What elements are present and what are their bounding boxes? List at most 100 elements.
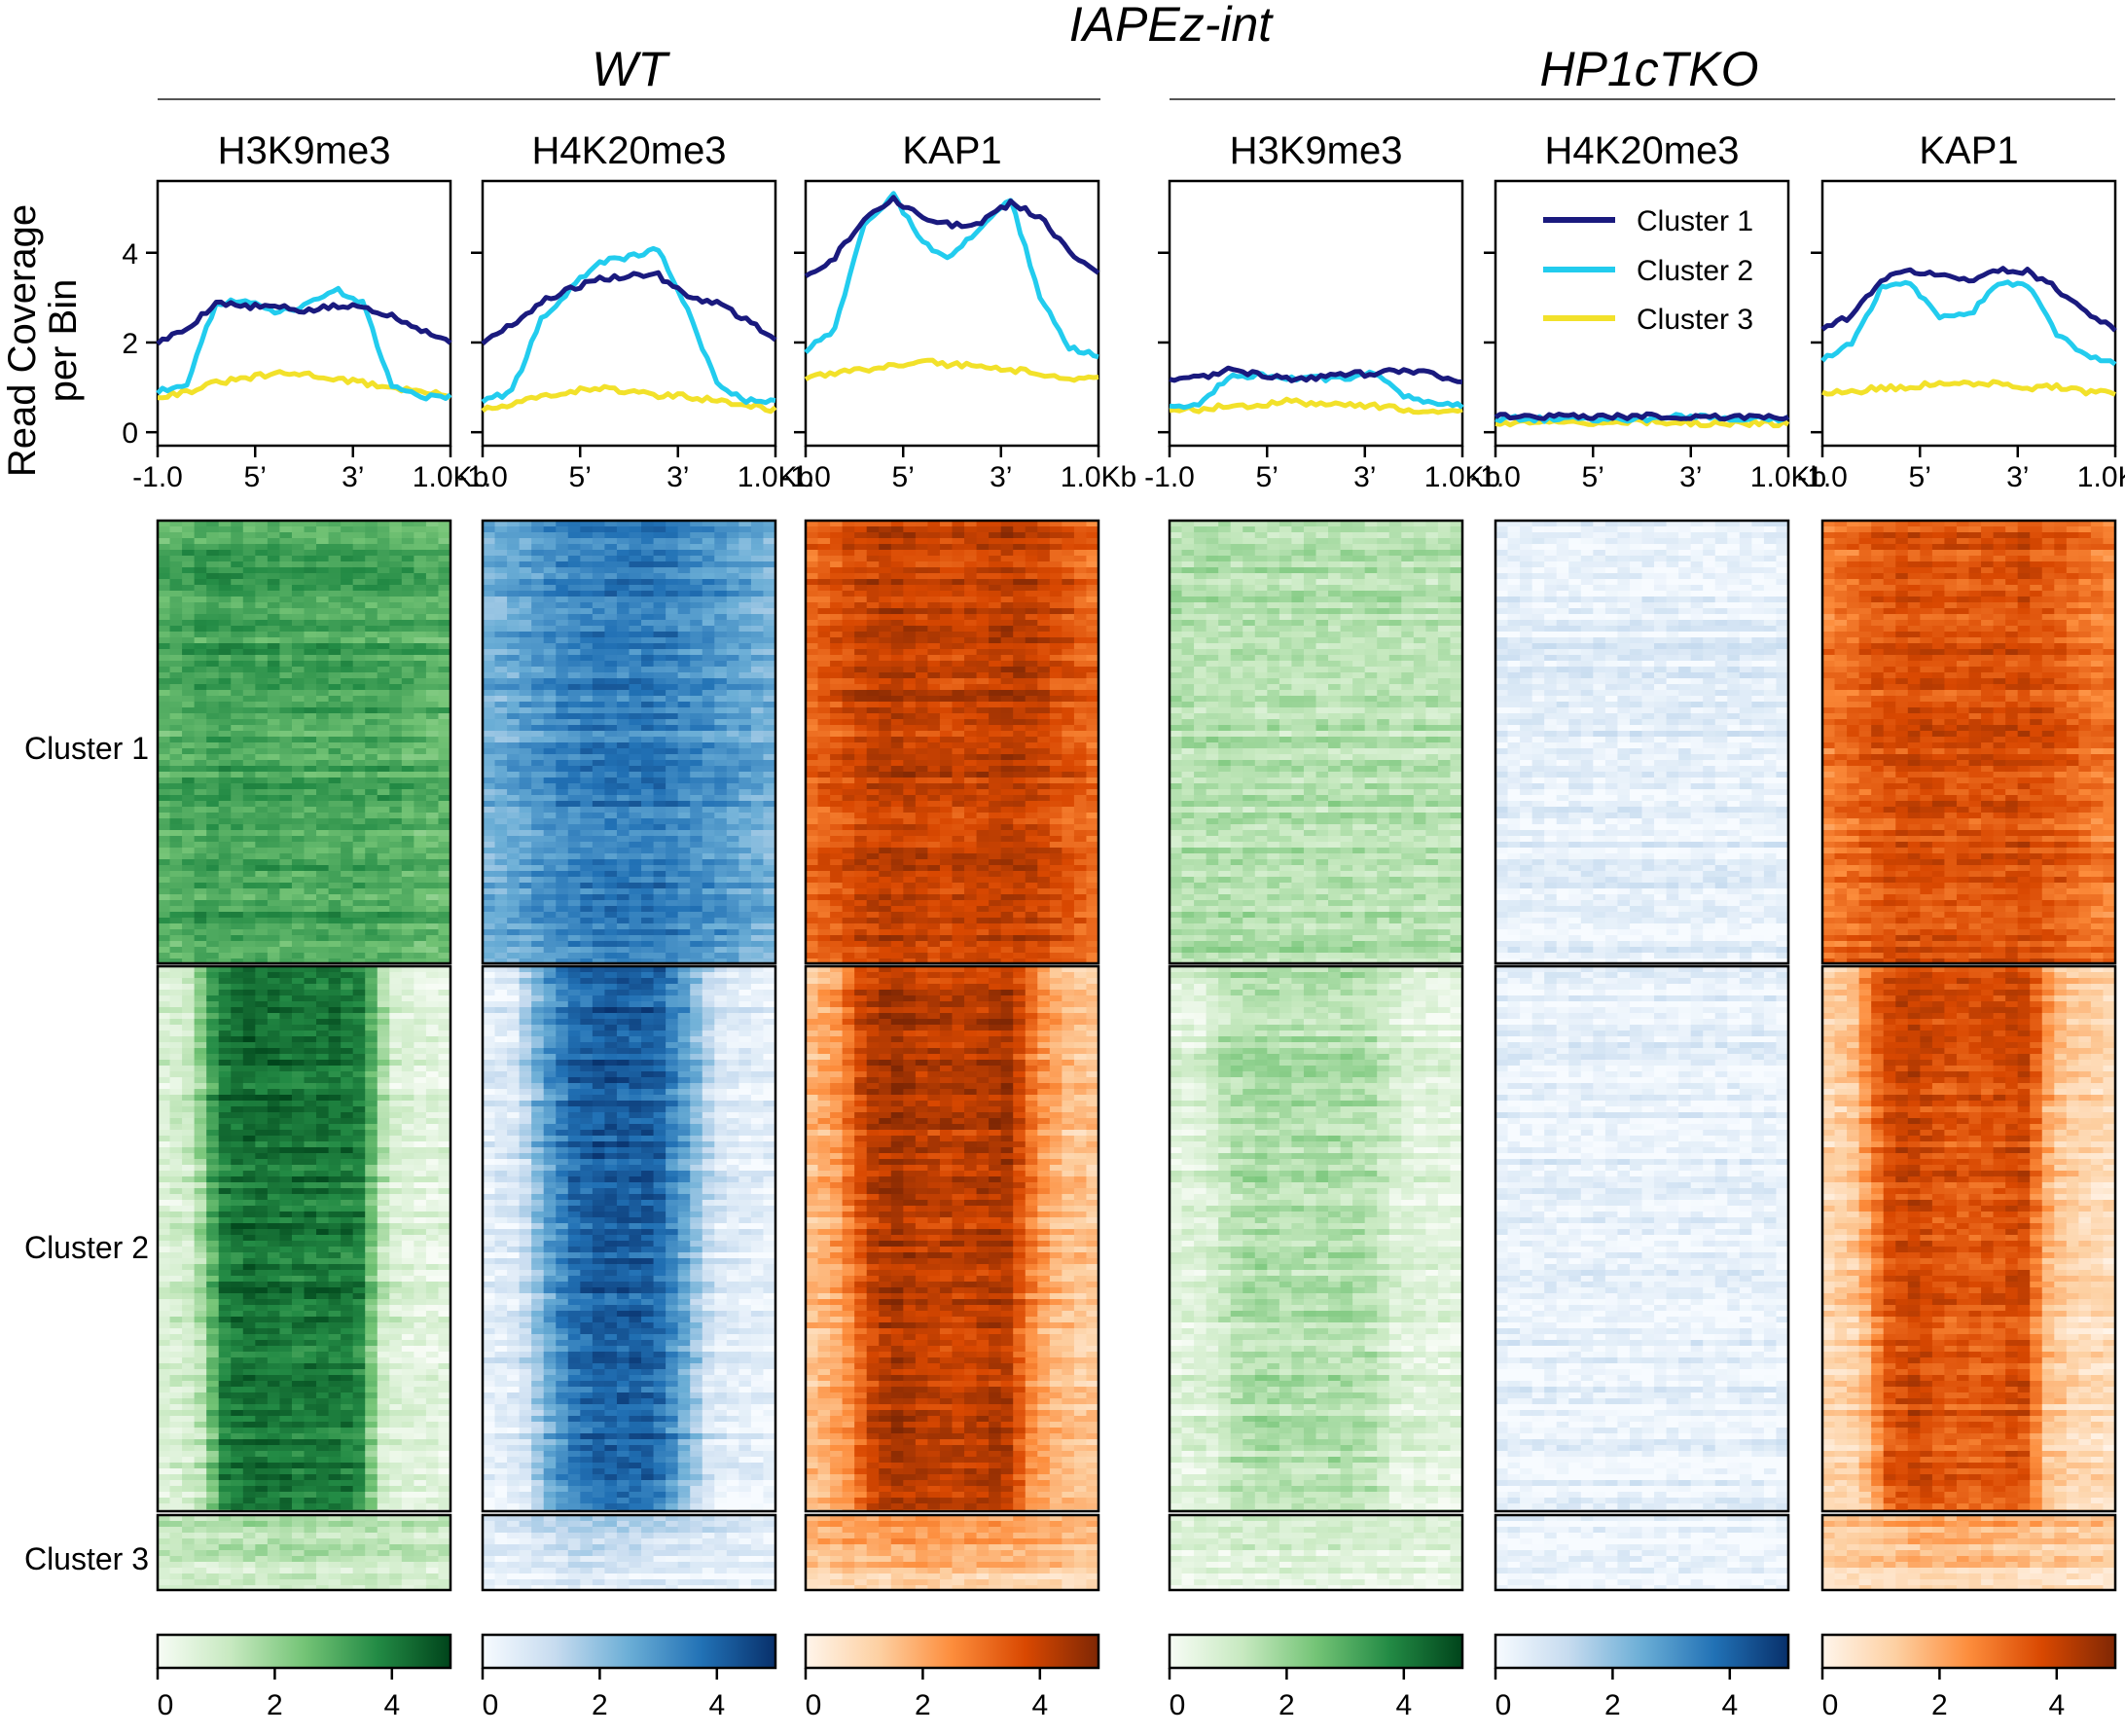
heatmap-cell xyxy=(304,655,317,662)
heatmap-cell xyxy=(352,1153,366,1160)
heatmap-cell xyxy=(763,585,776,592)
heatmap-cell xyxy=(279,1387,293,1393)
heatmap-cell xyxy=(279,1194,293,1201)
heatmap-cell xyxy=(352,556,366,562)
heatmap-cell xyxy=(194,672,207,679)
heatmap-cell xyxy=(267,1340,281,1347)
heatmap-cell xyxy=(158,1048,171,1055)
heatmap-cell xyxy=(438,894,451,901)
heatmap-cell xyxy=(316,1270,330,1277)
heatmap-cell xyxy=(182,1550,196,1557)
heatmap-cell xyxy=(267,579,281,586)
heatmap-cell xyxy=(365,696,378,703)
heatmap-cell xyxy=(218,1381,232,1388)
heatmap-cell xyxy=(414,1060,427,1067)
heatmap-cell xyxy=(206,824,220,831)
heatmap-cell xyxy=(341,1305,354,1312)
heatmap-cell xyxy=(158,643,171,650)
heatmap-cell xyxy=(328,888,342,895)
heatmap-cell xyxy=(169,1445,183,1452)
heatmap-cell xyxy=(414,935,427,942)
heatmap-cell xyxy=(438,637,451,644)
heatmap-cell xyxy=(389,585,403,592)
heatmap-cell xyxy=(401,1328,414,1335)
heatmap-cell xyxy=(267,1503,281,1510)
heatmap-cell xyxy=(267,1019,281,1026)
heatmap-cell xyxy=(365,958,378,964)
heatmap-cell xyxy=(242,842,256,849)
heatmap-cell xyxy=(690,521,703,527)
heatmap-cell xyxy=(231,550,244,557)
heatmap-cell xyxy=(438,995,451,1002)
heatmap-cell xyxy=(304,1066,317,1072)
heatmap-cell xyxy=(531,579,545,586)
heatmap-cell xyxy=(316,1357,330,1364)
heatmap-cell xyxy=(341,1153,354,1160)
heatmap-cell xyxy=(543,614,557,621)
heatmap-cell xyxy=(279,853,293,860)
heatmap-cell xyxy=(425,859,440,866)
heatmap-cell xyxy=(341,1194,354,1201)
heatmap-cell xyxy=(206,1200,220,1207)
heatmap-cell xyxy=(328,1492,342,1499)
heatmap-cell xyxy=(425,1235,440,1242)
heatmap-cell xyxy=(567,585,581,592)
heatmap-cell xyxy=(291,1463,306,1469)
heatmap-cell xyxy=(352,678,366,685)
heatmap-cell xyxy=(580,591,594,597)
heatmap-cell xyxy=(194,1416,207,1423)
heatmap-cell xyxy=(531,556,545,562)
heatmap-cell xyxy=(255,1229,269,1236)
heatmap-cell xyxy=(182,725,196,732)
heatmap-cell xyxy=(169,1328,183,1335)
heatmap-cell xyxy=(592,526,606,533)
heatmap-cell xyxy=(182,1375,196,1382)
heatmap-cell xyxy=(182,1568,196,1574)
heatmap-cell xyxy=(677,526,691,533)
heatmap-cell xyxy=(341,1241,354,1248)
heatmap-cell xyxy=(438,1287,451,1294)
heatmap-cell xyxy=(304,1264,317,1271)
heatmap-cell xyxy=(194,1276,207,1283)
heatmap-cell xyxy=(328,848,342,854)
heatmap-cell xyxy=(169,966,183,973)
heatmap-cell xyxy=(267,608,281,615)
heatmap-cell xyxy=(377,1422,390,1429)
heatmap-cell xyxy=(401,923,414,930)
heatmap-cell xyxy=(328,1293,342,1300)
heatmap-cell xyxy=(414,561,427,568)
heatmap-cell xyxy=(531,643,545,650)
heatmap-cell xyxy=(194,1521,207,1528)
heatmap-cell xyxy=(194,795,207,802)
heatmap-cell xyxy=(206,1176,220,1183)
heatmap-cell xyxy=(158,1398,171,1405)
heatmap-cell xyxy=(414,978,427,985)
heatmap-cell xyxy=(279,1270,293,1277)
heatmap-cell xyxy=(328,1474,342,1481)
heatmap-cell xyxy=(206,935,220,942)
heatmap-cell xyxy=(242,637,256,644)
heatmap-cell xyxy=(316,1153,330,1160)
heatmap-cell xyxy=(401,748,414,755)
heatmap-cell xyxy=(316,1305,330,1312)
heatmap-cell xyxy=(255,637,269,644)
heatmap-cell xyxy=(291,1328,306,1335)
heatmap-cell xyxy=(316,556,330,562)
heatmap-cell xyxy=(316,620,330,627)
heatmap-cell xyxy=(425,649,440,656)
heatmap-cell xyxy=(414,1270,427,1277)
heatmap-cell xyxy=(365,1124,378,1131)
heatmap-cell xyxy=(242,1480,256,1487)
heatmap-cell xyxy=(438,579,451,586)
heatmap-cell xyxy=(182,737,196,743)
heatmap-cell xyxy=(304,1083,317,1090)
heatmap-cell xyxy=(414,1538,427,1545)
heatmap-cell xyxy=(304,702,317,708)
heatmap-cell xyxy=(352,1422,366,1429)
heatmap-cell xyxy=(206,1381,220,1388)
heatmap-cell xyxy=(438,772,451,778)
heatmap-cell xyxy=(169,1515,183,1522)
heatmap-cell xyxy=(341,1293,354,1300)
heatmap-cell xyxy=(414,620,427,627)
heatmap-cell xyxy=(206,1095,220,1102)
